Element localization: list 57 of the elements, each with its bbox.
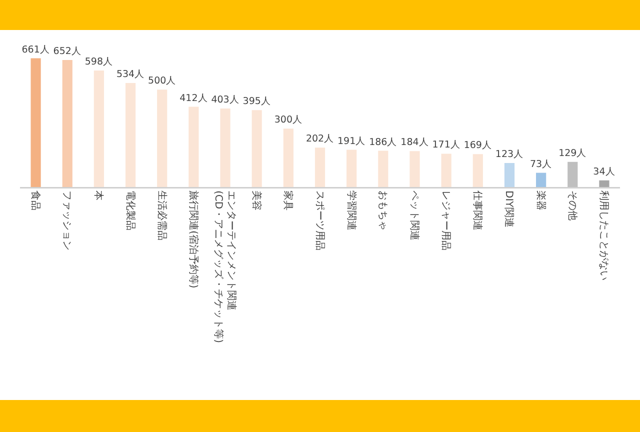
x-tick-label: 学習関連 [345, 190, 358, 230]
bar [157, 90, 168, 187]
bar [188, 106, 199, 187]
data-label: 169人 [464, 140, 492, 152]
bar [441, 154, 452, 187]
bar [94, 70, 104, 187]
x-tick-label: 家具 [282, 190, 294, 210]
data-label: 395人 [242, 96, 271, 108]
x-tick-label: スポーツ用品 [314, 190, 325, 250]
data-label: 171人 [432, 140, 460, 151]
bar [62, 60, 72, 187]
bar [472, 154, 483, 187]
x-tick-label: ファッション [61, 190, 72, 250]
data-label: 652人 [53, 46, 82, 58]
x-tick-label: 旅行関連(宿泊予約等) [187, 190, 200, 288]
bar [599, 180, 610, 187]
bar [536, 172, 546, 187]
bar [30, 58, 41, 187]
bar [220, 108, 230, 187]
x-tick-label: 電化製品 [124, 190, 136, 230]
bar [252, 110, 262, 187]
bar [504, 163, 515, 187]
data-label: 534人 [116, 69, 145, 80]
x-tick-label: 利用したことがない [598, 190, 610, 280]
bar [283, 128, 294, 187]
data-label: 403人 [211, 94, 240, 106]
bar [346, 150, 357, 187]
x-tick-label: おもちゃ [376, 190, 388, 230]
bar [314, 148, 326, 187]
data-label: 412人 [180, 92, 208, 104]
x-tick-label: DIY関連 [503, 190, 516, 228]
data-label: 73人 [530, 158, 552, 170]
x-tick-label: 美容 [250, 190, 263, 210]
data-label: 300人 [274, 114, 302, 126]
x-tick-label: ペット関連 [408, 190, 420, 240]
data-label: 191人 [338, 136, 366, 147]
x-tick-label: 本 [92, 190, 105, 200]
data-label: 202人 [306, 134, 334, 145]
x-tick-label: 楽器 [534, 190, 547, 210]
data-label: 186人 [369, 136, 398, 148]
x-tick-label: レジャー用品 [440, 190, 452, 250]
x-tick-label: 食品 [30, 190, 42, 210]
data-label: 500人 [148, 76, 176, 87]
data-label: 184人 [400, 137, 429, 148]
data-label: 598人 [84, 56, 114, 68]
x-tick-label: 生活必需品 [156, 190, 168, 240]
bar [410, 151, 420, 187]
bar [568, 162, 578, 187]
x-tick-label: その他 [566, 190, 578, 220]
x-tick-label: 仕事関連 [472, 190, 484, 230]
data-label: 34人 [593, 166, 616, 178]
data-label: 123人 [495, 149, 524, 160]
bar [125, 83, 136, 187]
bar [378, 150, 388, 187]
data-label: 129人 [558, 148, 587, 159]
x-tick-label: エンターテインメント関連(CD・アニメグッズ・チケット等) [212, 190, 238, 344]
data-label: 661人 [22, 44, 50, 56]
